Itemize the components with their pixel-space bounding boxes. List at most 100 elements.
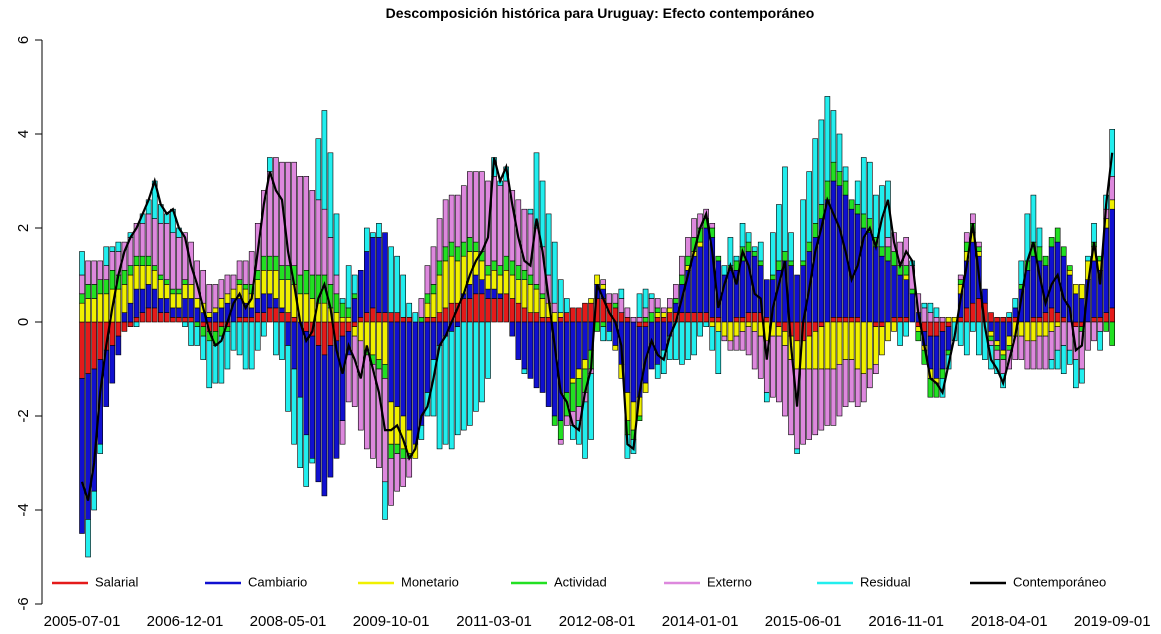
bar-segment xyxy=(588,373,594,440)
bar-segment xyxy=(515,265,522,281)
bar-segment xyxy=(254,298,261,313)
bar-segment xyxy=(339,420,346,445)
bar-segment xyxy=(1048,321,1055,332)
bar-segment xyxy=(273,255,279,271)
bar-segment xyxy=(830,368,837,426)
bar-segment xyxy=(351,335,358,407)
bar-segment xyxy=(703,312,709,323)
bar-segment xyxy=(333,340,340,459)
bar-segment xyxy=(709,321,716,327)
bar-segment xyxy=(109,246,116,252)
bar-segment xyxy=(291,368,297,445)
bar-segment xyxy=(103,246,110,266)
bar-segment xyxy=(79,251,85,276)
bar-segment xyxy=(654,321,661,365)
bar-segment xyxy=(109,269,116,290)
bar-segment xyxy=(763,392,770,403)
bar-segment xyxy=(509,260,516,276)
bar-segment xyxy=(1054,326,1061,351)
bar-segment xyxy=(563,415,570,426)
bar-segment xyxy=(309,335,316,459)
bar-segment xyxy=(885,246,891,262)
bar-segment xyxy=(91,260,97,285)
bar-segment xyxy=(588,302,594,323)
bar-segment xyxy=(1060,246,1067,257)
bar-segment xyxy=(994,349,1000,360)
bar-segment xyxy=(230,321,237,351)
bar-segment xyxy=(994,345,1000,351)
bar-segment xyxy=(357,269,364,318)
bar-segment xyxy=(927,321,934,337)
bar-segment xyxy=(248,251,255,285)
bar-segment xyxy=(854,204,861,215)
bar-segment xyxy=(103,293,110,323)
bar-segment xyxy=(836,316,843,323)
bar-segment xyxy=(842,321,849,360)
bar-segment xyxy=(976,241,982,248)
bar-segment xyxy=(824,180,831,201)
bar-segment xyxy=(436,312,443,323)
bar-segment xyxy=(806,171,813,243)
bar-segment xyxy=(527,312,534,323)
bar-segment xyxy=(454,194,461,248)
bar-segment xyxy=(388,321,394,403)
bar-segment xyxy=(570,321,576,379)
bar-segment xyxy=(1085,255,1091,262)
bar-segment xyxy=(915,331,922,342)
bar-segment xyxy=(994,316,1000,323)
bar-segment xyxy=(1066,349,1073,365)
bar-segment xyxy=(309,274,316,299)
bar-segment xyxy=(424,316,431,323)
bar-segment xyxy=(600,326,606,342)
bar-segment xyxy=(212,345,219,384)
bar-segment xyxy=(491,298,497,323)
bar-segment xyxy=(897,274,903,318)
bar-segment xyxy=(333,213,340,276)
bar-segment xyxy=(957,274,964,280)
bar-segment xyxy=(836,185,843,318)
bar-segment xyxy=(145,255,152,266)
bar-segment xyxy=(1054,321,1061,327)
bar-segment xyxy=(782,321,788,332)
bar-segment xyxy=(539,293,546,299)
bar-segment xyxy=(327,237,334,285)
bar-segment xyxy=(1048,246,1055,309)
bar-segment xyxy=(988,312,994,323)
bar-segment xyxy=(860,157,867,215)
bar-segment xyxy=(727,340,734,351)
bar-segment xyxy=(382,481,388,520)
bar-segment xyxy=(394,443,400,454)
bar-segment xyxy=(776,321,782,327)
bar-segment xyxy=(824,368,831,426)
bar-segment xyxy=(370,321,376,356)
bar-segment xyxy=(424,302,431,318)
bar-segment xyxy=(182,321,188,327)
bar-segment xyxy=(903,265,909,276)
bar-segment xyxy=(1097,331,1103,351)
legend-label: Cambiario xyxy=(248,574,307,589)
bar-segment xyxy=(994,340,1000,346)
bar-segment xyxy=(788,359,794,436)
bar-segment xyxy=(1036,246,1043,262)
bar-segment xyxy=(630,321,637,403)
bar-segment xyxy=(533,321,540,389)
bar-segment xyxy=(642,382,649,393)
bar-segment xyxy=(382,363,388,379)
bar-segment xyxy=(467,321,473,426)
bar-segment xyxy=(285,161,291,266)
bar-segment xyxy=(285,312,291,323)
bar-segment xyxy=(618,312,625,323)
bar-segment xyxy=(551,415,558,426)
bar-segment xyxy=(600,284,606,290)
bar-segment xyxy=(1048,331,1055,360)
bar-segment xyxy=(430,293,437,318)
bar-segment xyxy=(557,316,564,323)
bar-segment xyxy=(745,326,752,356)
bar-segment xyxy=(139,265,146,290)
bar-segment xyxy=(733,335,740,351)
bar-segment xyxy=(188,321,194,346)
bar-segment xyxy=(503,255,510,271)
bar-segment xyxy=(957,321,964,346)
bar-segment xyxy=(485,274,491,290)
bar-segment xyxy=(497,185,503,266)
